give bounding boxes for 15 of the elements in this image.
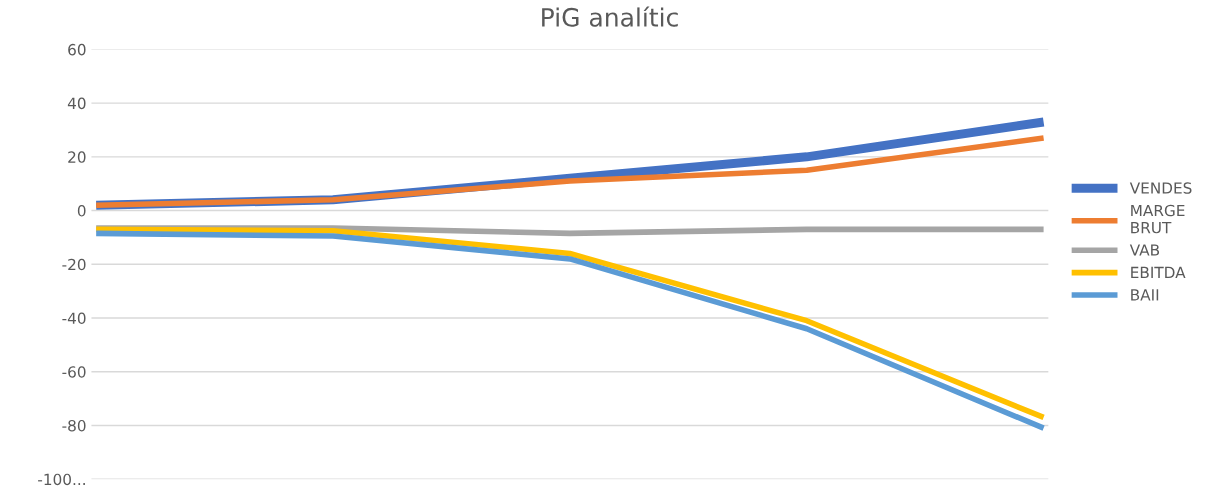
chart-title: PiG analític bbox=[542, 6, 678, 27]
y-tick-label: -80 bbox=[62, 419, 86, 432]
y-tick-label: -40 bbox=[62, 312, 86, 325]
y-tick-label: 60 bbox=[68, 43, 86, 56]
y-tick-label: -20 bbox=[62, 258, 86, 271]
legend-label: BAII bbox=[1131, 289, 1159, 301]
y-tick-label: -100... bbox=[38, 473, 85, 486]
y-tick-label: 40 bbox=[67, 97, 86, 110]
legend-label: VENDES bbox=[1129, 182, 1192, 194]
legend-label: MARGE BRUT bbox=[1131, 204, 1185, 234]
y-tick-label: 20 bbox=[68, 151, 86, 163]
y-tick-label: 0 bbox=[77, 205, 86, 217]
legend-label: VAB bbox=[1129, 244, 1160, 256]
legend-label: EBITDA bbox=[1131, 266, 1186, 278]
y-tick-label: -60 bbox=[62, 366, 86, 378]
